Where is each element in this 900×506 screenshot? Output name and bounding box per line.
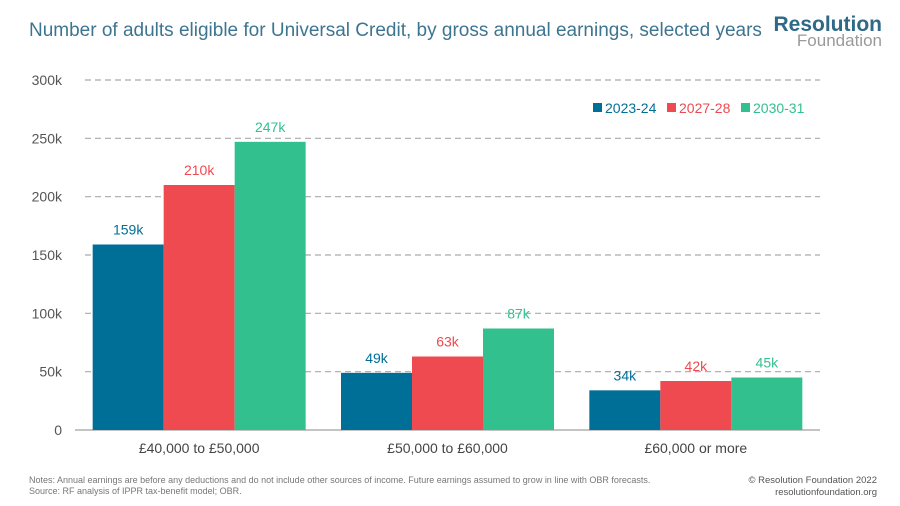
legend-label: 2023-24 [605,100,657,116]
data-label: 159k [113,222,144,238]
bar [731,377,803,430]
copyright: © Resolution Foundation 2022 resolutionf… [749,475,877,499]
y-tick-label: 250k [32,130,63,146]
legend-label: 2030-31 [753,100,805,116]
legend-swatch [593,103,602,112]
bar [483,328,554,430]
bar [589,390,661,430]
bar [92,244,164,430]
data-label: 247k [255,119,286,135]
y-tick-label: 200k [32,189,63,205]
legend-label: 2027-28 [679,100,731,116]
data-label: 42k [685,358,709,374]
logo-foundation: Foundation [796,31,882,50]
y-tick-label: 50k [39,364,63,380]
notes: Notes: Annual earnings are before any de… [29,475,650,497]
bar [660,381,732,430]
bar [412,356,483,430]
x-tick-label: £60,000 or more [644,440,747,456]
data-label: 87k [507,306,531,322]
data-label: 34k [614,367,638,383]
data-label: 49k [365,350,389,366]
legend-swatch [667,103,676,112]
y-tick-label: 300k [32,72,63,88]
bar [234,141,306,431]
y-tick-label: 150k [32,247,63,263]
copyright-line: © Resolution Foundation 2022 [748,475,877,486]
website-line: resolutionfoundation.org [775,487,877,498]
data-label: 63k [436,334,460,350]
x-tick-label: £50,000 to £60,000 [387,440,508,456]
chart-title: Number of adults eligible for Universal … [29,20,762,41]
source-line: Source: RF analysis of IPPR tax-benefit … [29,486,242,496]
legend-swatch [741,103,750,112]
y-tick-label: 100k [32,305,63,321]
bar [163,185,235,430]
bar [341,372,412,430]
y-tick-label: 0 [54,422,62,438]
data-label: 45k [756,355,780,371]
logo-resolution: Resolution [773,13,883,36]
x-tick-label: £40,000 to £50,000 [139,440,260,456]
data-label: 210k [184,162,215,178]
notes-line: Notes: Annual earnings are before any de… [29,475,651,485]
